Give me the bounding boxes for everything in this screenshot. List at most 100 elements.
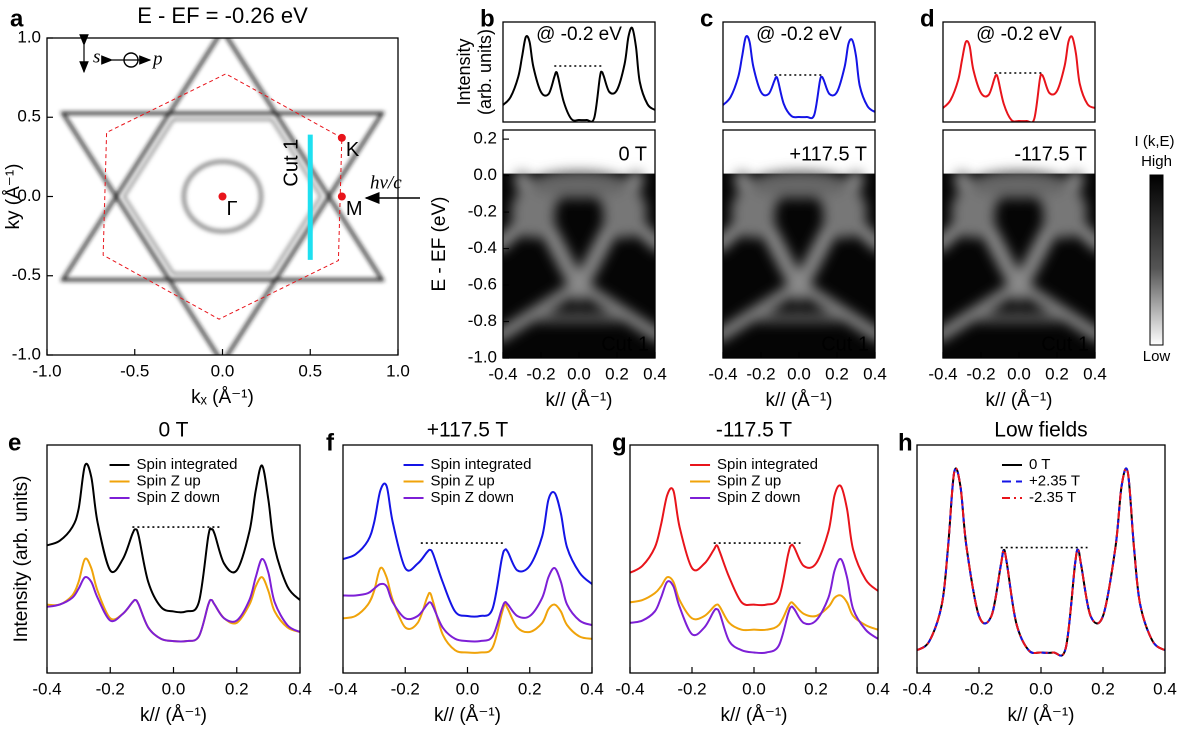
symmetry-label: M — [346, 198, 363, 220]
x-tick-label: 0.2 — [804, 679, 828, 698]
x-axis-label: k// (Å⁻¹) — [545, 390, 612, 411]
x-tick-label: -0.4 — [32, 679, 61, 698]
x-axis-label: k// (Å⁻¹) — [1007, 705, 1074, 726]
x-tick-label: 0.2 — [518, 679, 542, 698]
x-tick-label: -0.2 — [966, 364, 995, 383]
x-tick-label: -0.2 — [746, 364, 775, 383]
x-tick-label: 0.5 — [298, 361, 322, 380]
panel-title: E - EF = -0.26 eV — [137, 3, 308, 28]
curve — [343, 482, 592, 618]
x-tick-label: 0.2 — [1091, 679, 1115, 698]
x-tick-label: 0.0 — [1007, 364, 1031, 383]
x-axis-label: k// (Å⁻¹) — [765, 390, 832, 411]
symmetry-label: Γ — [227, 198, 238, 220]
cut-label: Cut 1 — [601, 333, 649, 355]
frame — [942, 21, 1096, 123]
curve — [917, 467, 1165, 657]
x-tick-label: 0.4 — [866, 679, 890, 698]
curve — [343, 566, 592, 654]
band-features — [943, 170, 1095, 341]
panel-title: Low fields — [994, 419, 1087, 442]
plot-area — [943, 130, 1095, 358]
band — [503, 277, 655, 341]
symmetry-point — [337, 192, 346, 201]
curve — [47, 557, 300, 643]
y-tick-label: -1.0 — [468, 347, 497, 366]
y-tick-label: -0.8 — [468, 311, 497, 330]
x-tick-label: -0.4 — [615, 679, 644, 698]
field-label: +117.5 T — [789, 143, 867, 165]
panel-letter: b — [480, 5, 495, 32]
band-features — [723, 170, 875, 341]
band-blob — [511, 186, 556, 239]
panel-letter: f — [326, 429, 335, 456]
x-tick-label: 0.0 — [787, 364, 811, 383]
polarization-s: s — [93, 46, 100, 67]
band-blob — [602, 186, 647, 239]
x-tick-label: 0.0 — [211, 361, 235, 380]
panel-letter: a — [10, 5, 24, 32]
x-tick-label: 0.2 — [225, 679, 249, 698]
panel-title: @ -0.2 eV — [536, 24, 622, 45]
x-tick-label: 0.0 — [162, 679, 186, 698]
cut-label: Cut 1 — [821, 333, 869, 355]
cut-label: Cut 1 — [281, 139, 303, 187]
band-blob — [969, 170, 1069, 199]
panel-title: @ -0.2 eV — [976, 24, 1062, 45]
y-tick-label: 0.2 — [473, 129, 497, 148]
panel-letter: c — [700, 5, 713, 32]
x-tick-label: 0.0 — [567, 364, 591, 383]
plot-area — [47, 462, 300, 643]
field-label: 0 T — [618, 143, 647, 165]
y-axis-label: ky (Å⁻¹) — [3, 164, 24, 230]
x-tick-label: -0.4 — [708, 364, 737, 383]
legend-label: -2.35 T — [1029, 489, 1076, 506]
x-axis-label: k// (Å⁻¹) — [434, 705, 501, 726]
x-tick-label: 0.2 — [825, 364, 849, 383]
fermi-contour — [60, 111, 385, 355]
panel-letter: e — [8, 429, 21, 456]
x-tick-label: -0.2 — [526, 364, 555, 383]
plot-area — [630, 484, 878, 655]
x-tick-label: 0.4 — [1153, 679, 1177, 698]
x-tick-label: 0.4 — [1083, 364, 1107, 383]
x-tick-label: 0.0 — [742, 679, 766, 698]
y-tick-label: 0.0 — [473, 165, 497, 184]
symmetry-label: K — [346, 139, 360, 161]
curve — [343, 567, 592, 643]
legend-label: Spin Z down — [717, 489, 800, 506]
x-tick-label: 0.4 — [863, 364, 887, 383]
curve — [630, 576, 878, 632]
curve — [630, 484, 878, 607]
panel-title: 0 T — [159, 419, 189, 442]
plot-area — [503, 26, 655, 122]
y-tick-label: -1.0 — [12, 344, 41, 363]
x-tick-label: -0.4 — [902, 679, 931, 698]
colorbar — [1149, 174, 1164, 346]
plot-area — [723, 35, 875, 120]
y-tick-label: -0.4 — [468, 238, 497, 257]
curve — [943, 35, 1095, 122]
panel-title: +117.5 T — [427, 419, 509, 442]
curve — [630, 557, 878, 655]
y-tick-label: -0.2 — [468, 202, 497, 221]
band-blob — [822, 186, 867, 239]
x-axis-label: k// (Å⁻¹) — [720, 705, 787, 726]
colorbar-low: Low — [1143, 348, 1171, 365]
x-tick-label: 0.4 — [643, 364, 667, 383]
light-label: hν/c — [370, 172, 402, 193]
legend-label: Spin integrated — [717, 456, 818, 473]
y-tick-label: 0.5 — [17, 107, 41, 126]
y-tick-label: -0.6 — [468, 275, 497, 294]
legend-label: Spin integrated — [137, 456, 238, 473]
plot-area — [723, 130, 875, 358]
fermi-contour — [60, 38, 385, 282]
fermi-features — [60, 38, 385, 355]
band-blob — [749, 170, 849, 199]
plot-area — [343, 482, 592, 654]
band — [723, 277, 875, 341]
x-tick-label: 0.4 — [580, 679, 604, 698]
band-blob — [529, 170, 629, 199]
